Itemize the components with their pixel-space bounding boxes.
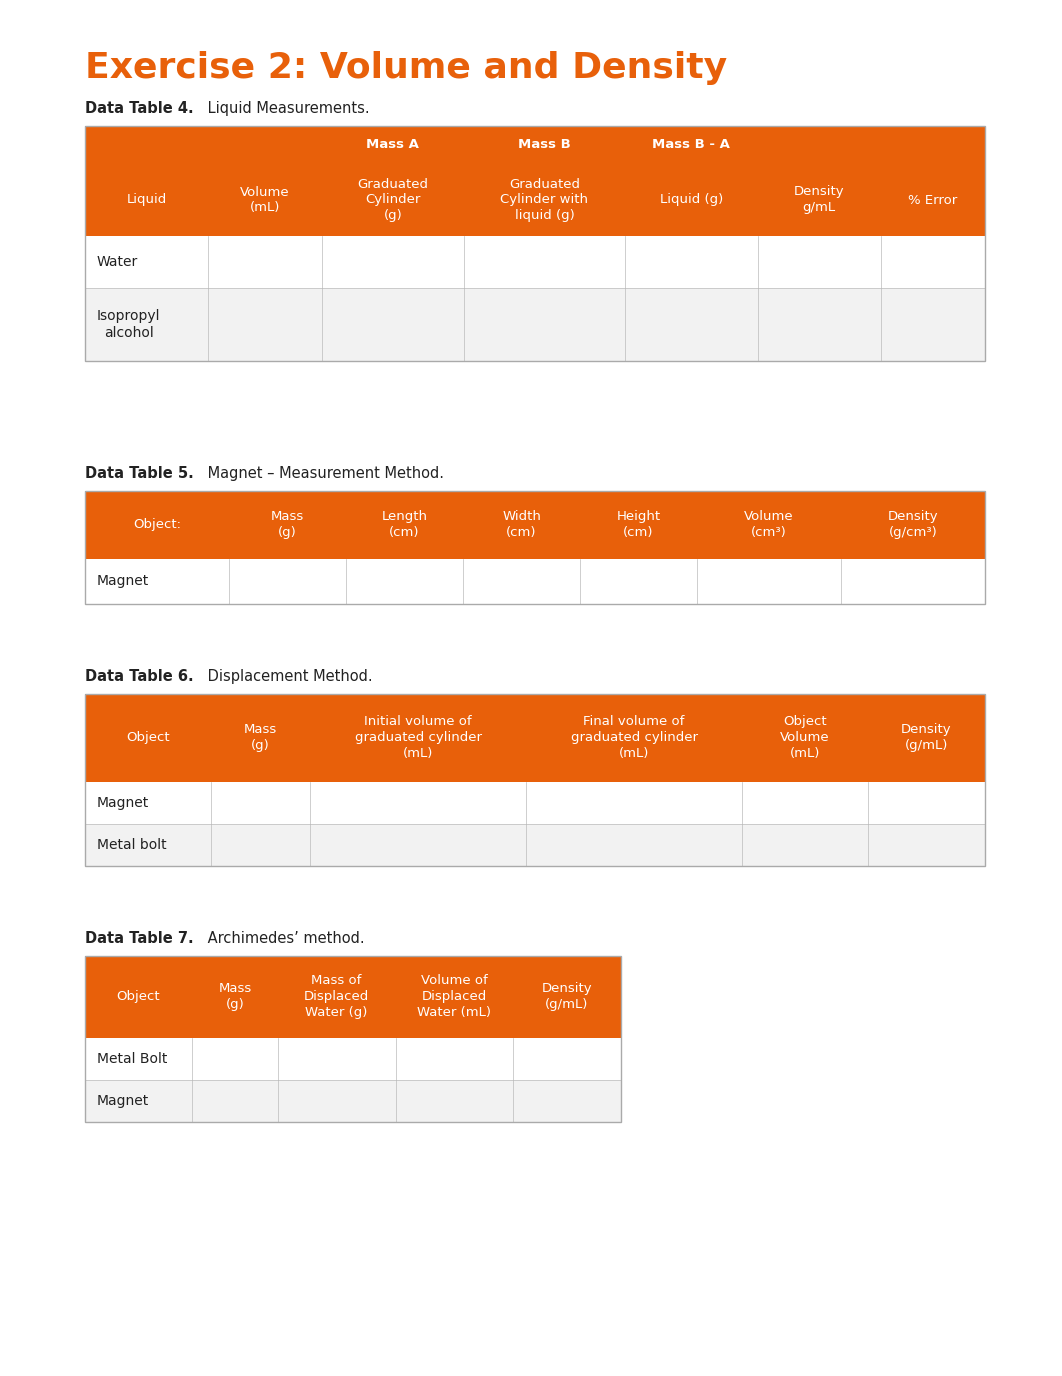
- Bar: [85, 1038, 620, 1080]
- Text: Object
Volume
(mL): Object Volume (mL): [781, 716, 829, 761]
- Text: Liquid (g): Liquid (g): [660, 194, 723, 206]
- Text: Mass
(g): Mass (g): [219, 982, 252, 1011]
- Bar: [85, 491, 984, 604]
- Text: Graduated
Cylinder with
liquid (g): Graduated Cylinder with liquid (g): [500, 178, 588, 223]
- Text: Density
(g/mL): Density (g/mL): [542, 982, 593, 1011]
- Text: Length
(cm): Length (cm): [381, 510, 428, 539]
- Text: Magnet: Magnet: [97, 574, 150, 589]
- Text: Graduated
Cylinder
(g): Graduated Cylinder (g): [358, 178, 428, 223]
- Text: % Error: % Error: [908, 194, 958, 206]
- Text: Volume
(cm³): Volume (cm³): [744, 510, 793, 539]
- Text: Magnet – Measurement Method.: Magnet – Measurement Method.: [203, 466, 444, 480]
- Text: Mass B - A: Mass B - A: [652, 139, 731, 151]
- Text: Magnet: Magnet: [97, 1094, 150, 1108]
- Text: Mass
(g): Mass (g): [244, 724, 277, 753]
- Text: Liquid Measurements.: Liquid Measurements.: [203, 100, 370, 116]
- Text: Initial volume of
graduated cylinder
(mL): Initial volume of graduated cylinder (mL…: [355, 716, 481, 761]
- Text: Liquid: Liquid: [126, 194, 167, 206]
- Text: Width
(cm): Width (cm): [502, 510, 541, 539]
- Text: Mass of
Displaced
Water (g): Mass of Displaced Water (g): [304, 974, 370, 1020]
- Bar: [85, 491, 984, 559]
- Text: Data Table 4.: Data Table 4.: [85, 100, 193, 116]
- Text: Magnet: Magnet: [97, 795, 150, 810]
- Bar: [85, 127, 984, 361]
- Bar: [85, 127, 984, 164]
- Bar: [85, 1080, 620, 1121]
- Bar: [85, 164, 984, 237]
- Text: Final volume of
graduated cylinder
(mL): Final volume of graduated cylinder (mL): [570, 716, 698, 761]
- Text: Displacement Method.: Displacement Method.: [203, 669, 373, 684]
- Bar: [85, 956, 620, 1121]
- Text: Volume of
Displaced
Water (mL): Volume of Displaced Water (mL): [417, 974, 492, 1020]
- Text: Metal bolt: Metal bolt: [97, 838, 167, 852]
- Text: Mass
(g): Mass (g): [271, 510, 304, 539]
- Text: Water: Water: [97, 255, 138, 268]
- Text: Data Table 6.: Data Table 6.: [85, 669, 193, 684]
- Text: Exercise 2: Volume and Density: Exercise 2: Volume and Density: [85, 51, 727, 85]
- Text: Archimedes’ method.: Archimedes’ method.: [203, 930, 364, 945]
- Text: Isopropyl
alcohol: Isopropyl alcohol: [97, 308, 160, 340]
- Text: Density
(g/cm³): Density (g/cm³): [888, 510, 939, 539]
- Text: Height
(cm): Height (cm): [616, 510, 661, 539]
- Bar: [85, 237, 984, 288]
- Text: Data Table 5.: Data Table 5.: [85, 466, 193, 480]
- Text: Volume
(mL): Volume (mL): [240, 186, 290, 215]
- Text: Density
g/mL: Density g/mL: [794, 186, 844, 215]
- Bar: [85, 559, 984, 604]
- Bar: [85, 288, 984, 361]
- Text: Data Table 7.: Data Table 7.: [85, 930, 193, 945]
- Bar: [85, 694, 984, 866]
- Text: Metal Bolt: Metal Bolt: [97, 1051, 168, 1066]
- Text: Density
(g/mL): Density (g/mL): [902, 724, 952, 753]
- Text: Object: Object: [117, 991, 160, 1003]
- Bar: [85, 694, 984, 782]
- Bar: [85, 782, 984, 824]
- Text: Object:: Object:: [133, 519, 181, 531]
- Bar: [85, 824, 984, 866]
- Text: Object: Object: [126, 731, 170, 744]
- Text: Mass B: Mass B: [518, 139, 571, 151]
- Text: Mass A: Mass A: [366, 139, 419, 151]
- Bar: [85, 956, 620, 1038]
